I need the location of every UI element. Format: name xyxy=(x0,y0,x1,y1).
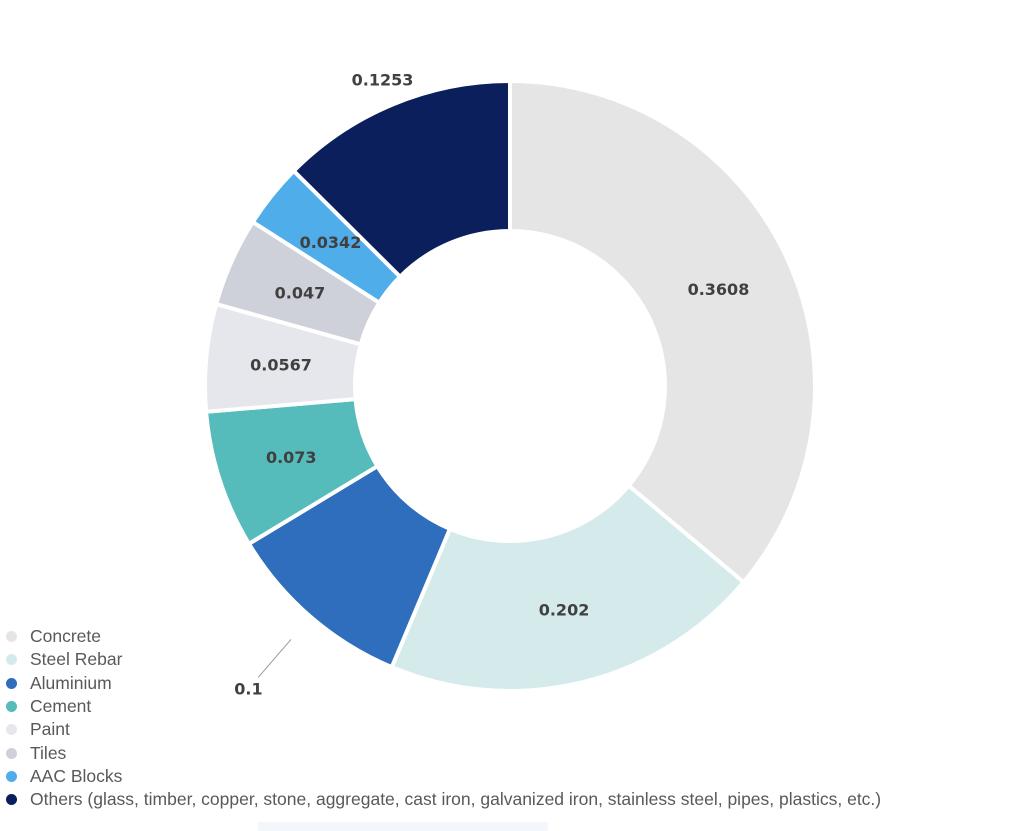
data-label-cement: 0.073 xyxy=(266,448,317,467)
legend-label: Paint xyxy=(30,719,70,740)
legend-marker-icon xyxy=(6,747,17,759)
legend-marker-icon xyxy=(6,631,17,643)
legend-item-others[interactable]: Others (glass, timber, copper, stone, ag… xyxy=(6,788,881,811)
data-label-aac-blocks: 0.0342 xyxy=(300,233,362,252)
legend-marker-icon xyxy=(6,770,17,782)
legend-item-steel-rebar[interactable]: Steel Rebar xyxy=(6,648,881,671)
slice-steel-rebar[interactable] xyxy=(389,482,747,693)
legend-item-aluminium[interactable]: Aluminium xyxy=(6,672,881,695)
legend-label: Others (glass, timber, copper, stone, ag… xyxy=(30,789,882,810)
data-label-concrete: 0.3608 xyxy=(688,280,750,299)
leader-line xyxy=(257,639,292,678)
legend-item-tiles[interactable]: Tiles xyxy=(6,741,881,764)
faint-footer-strip xyxy=(258,822,548,831)
legend-marker-icon xyxy=(6,654,17,666)
data-label-paint: 0.0567 xyxy=(250,355,312,374)
legend-item-concrete[interactable]: Concrete xyxy=(6,625,881,648)
legend-item-aac-blocks[interactable]: AAC Blocks xyxy=(6,765,881,788)
data-label-others: 0.1253 xyxy=(352,70,414,89)
data-label-aluminium: 0.1 xyxy=(234,680,262,699)
slice-others[interactable] xyxy=(290,78,512,280)
legend-label: Tiles xyxy=(30,742,67,763)
legend-item-paint[interactable]: Paint xyxy=(6,718,881,741)
legend-item-cement[interactable]: Cement xyxy=(6,695,881,718)
data-label-steel-rebar: 0.202 xyxy=(539,601,590,620)
legend-marker-icon xyxy=(6,724,17,736)
legend-label: AAC Blocks xyxy=(30,765,123,786)
legend-marker-icon xyxy=(6,701,17,713)
slice-concrete[interactable] xyxy=(508,78,817,585)
legend-marker-icon xyxy=(6,794,17,806)
legend-label: Concrete xyxy=(30,626,102,647)
legend-marker-icon xyxy=(6,677,17,689)
legend-label: Aluminium xyxy=(30,672,112,693)
legend-label: Cement xyxy=(30,696,92,717)
legend-label: Steel Rebar xyxy=(30,649,123,670)
data-label-tiles: 0.047 xyxy=(275,283,326,302)
legend: Concrete Steel Rebar Aluminium Cement Paint T… xyxy=(6,625,881,811)
